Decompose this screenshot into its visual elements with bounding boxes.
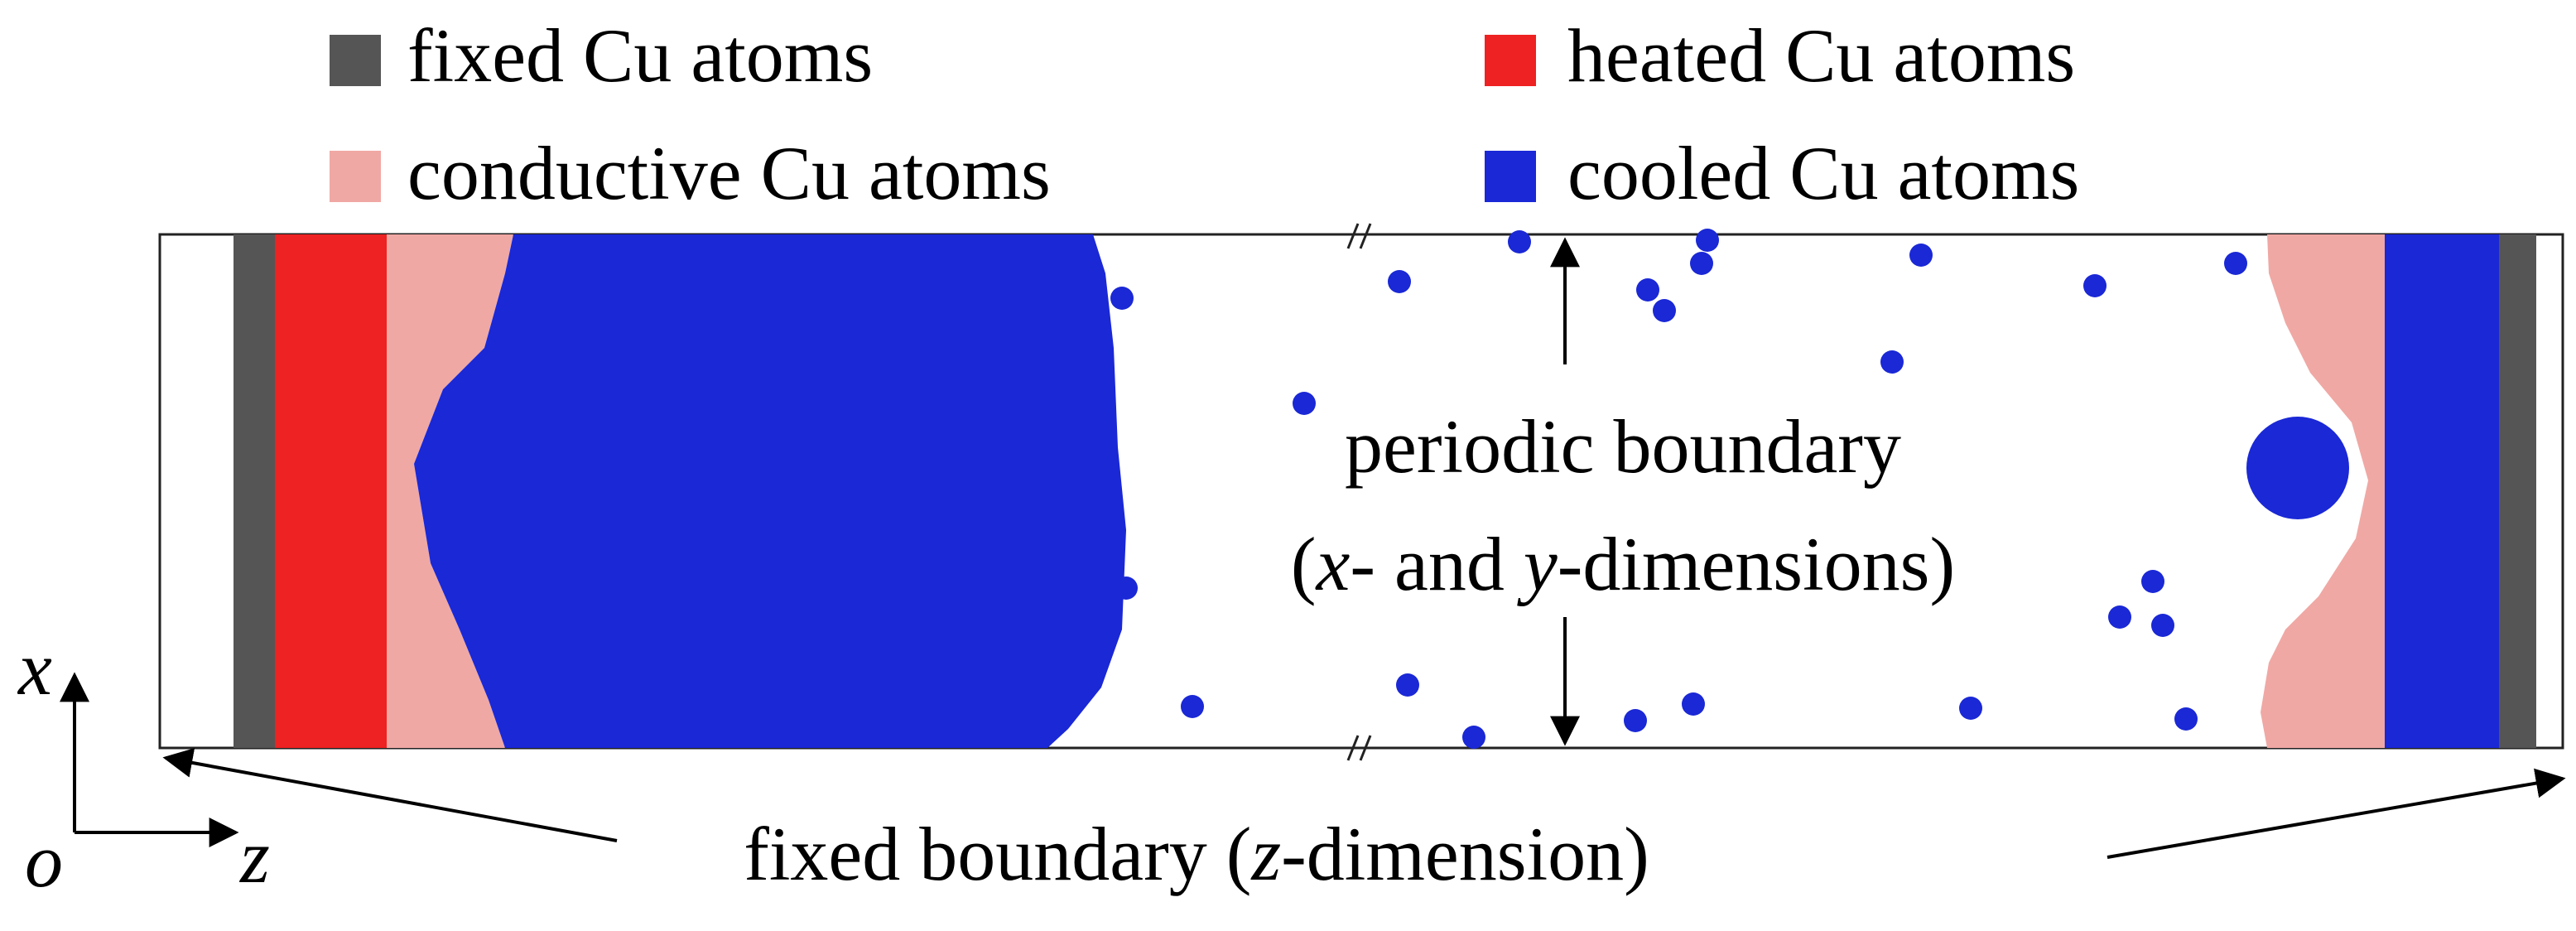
cooled-atoms-swatch (1485, 151, 1536, 202)
legend-label-conductive: conductive Cu atoms (407, 131, 1051, 215)
fixed-atoms-swatch (330, 35, 381, 86)
stray-atom (1653, 299, 1676, 322)
stray-atom (1696, 229, 1719, 252)
left-heated-slab (275, 234, 387, 748)
left-cooled-cluster (414, 234, 1126, 748)
x-axis-label: x (17, 626, 52, 711)
stray-atom (1508, 230, 1531, 253)
stray-atom (1636, 278, 1659, 301)
heated-atoms-swatch (1485, 35, 1536, 86)
stray-atom (1181, 695, 1204, 718)
legend-item-conductive: conductive Cu atoms (330, 131, 1051, 215)
z-axis-label: z (238, 814, 270, 899)
fixed-boundary-arrows (162, 748, 2566, 859)
right-cooled-cluster (2246, 417, 2349, 519)
fixed-arrow-left (162, 748, 618, 842)
stray-atom (1110, 287, 1134, 310)
right-fixed-slab (2499, 234, 2536, 748)
stray-atom (1690, 252, 1713, 275)
stray-atom (2141, 570, 2164, 593)
stray-atom (2151, 614, 2174, 637)
stray-atom (1293, 392, 1316, 415)
periodic-boundary-dimensions: (x- and y-dimensions) (1291, 522, 1955, 606)
conductive-atoms-swatch (330, 151, 381, 202)
stray-atom (1624, 709, 1647, 732)
stray-atom (1396, 673, 1419, 697)
legend-item-fixed: fixed Cu atoms (330, 13, 873, 98)
legend-item-heated: heated Cu atoms (1485, 13, 2075, 98)
fixed-boundary-label: fixed boundary (z-dimension) (744, 812, 1649, 896)
box-frame (158, 233, 2564, 750)
legend-label-heated: heated Cu atoms (1567, 13, 2075, 98)
left-conductive-slab (387, 234, 513, 748)
stray-atom (1462, 726, 1485, 749)
legend: fixed Cu atoms conductive Cu atoms heate… (330, 13, 2079, 215)
stray-atom (1388, 270, 1411, 293)
fixed-arrow-right (2107, 768, 2566, 859)
legend-item-cooled: cooled Cu atoms (1485, 131, 2079, 215)
break-mark-bottom (1346, 735, 1372, 761)
legend-label-fixed: fixed Cu atoms (407, 13, 873, 98)
left-fixed-slab (234, 234, 275, 748)
stray-atom (2224, 252, 2247, 275)
stray-atom (1115, 576, 1138, 600)
stray-atoms (1110, 229, 2247, 749)
stray-atom (1959, 697, 1982, 720)
coordinate-axes: x z o (17, 626, 270, 903)
stray-atom (2174, 707, 2198, 731)
stray-atom (1880, 350, 1904, 374)
stray-atom (1909, 244, 1933, 267)
right-cooled-slab (2385, 234, 2499, 748)
origin-label: o (25, 818, 63, 903)
stray-atom (2108, 605, 2131, 629)
stray-atom (2083, 274, 2107, 297)
periodic-boundary-label: periodic boundary (1345, 404, 1901, 489)
legend-label-cooled: cooled Cu atoms (1567, 131, 2079, 215)
right-conductive-slab (2261, 234, 2385, 748)
break-mark-top (1346, 223, 1372, 249)
stray-atom (1682, 692, 1705, 716)
simulation-box: periodic boundary (x- and y-dimensions) (158, 223, 2564, 761)
